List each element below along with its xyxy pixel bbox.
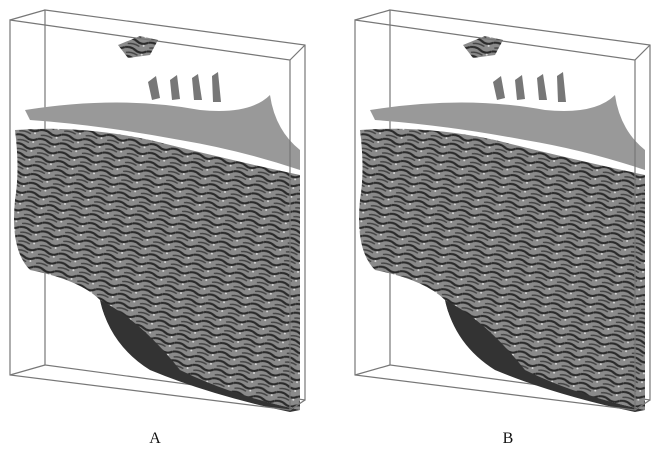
page: {"panels": [{"label": "A"}, {"label": "B… [0,0,651,454]
panel-label: A [149,430,161,447]
panel-label: B [503,430,514,447]
panel-a-render [10,10,305,412]
figure: A B [0,0,651,454]
panel-b-render [355,10,650,412]
